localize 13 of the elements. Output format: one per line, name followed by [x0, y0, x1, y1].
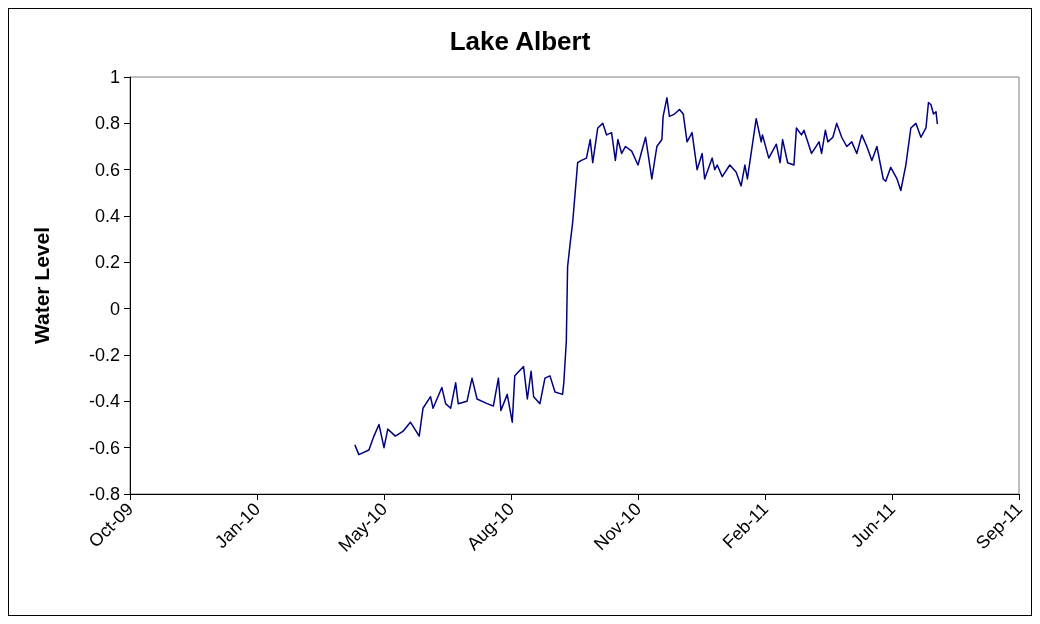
chart-title: Lake Albert [449, 26, 591, 56]
y-tick-label: -0.6 [88, 437, 120, 458]
y-tick-label: 0.6 [94, 159, 120, 180]
y-tick-label: 0.4 [94, 206, 120, 226]
y-tick-label: -0.8 [88, 484, 120, 504]
y-axis-title: Water Level [30, 226, 53, 345]
y-tick-label: 0.8 [94, 113, 120, 134]
y-tick-label: 0.2 [94, 252, 120, 273]
y-tick-label: -0.4 [88, 391, 120, 412]
line-series [354, 97, 939, 456]
y-tick-label: 1 [109, 67, 120, 87]
y-tick-label: -0.2 [88, 345, 120, 365]
y-tick-label: 0 [109, 298, 120, 319]
